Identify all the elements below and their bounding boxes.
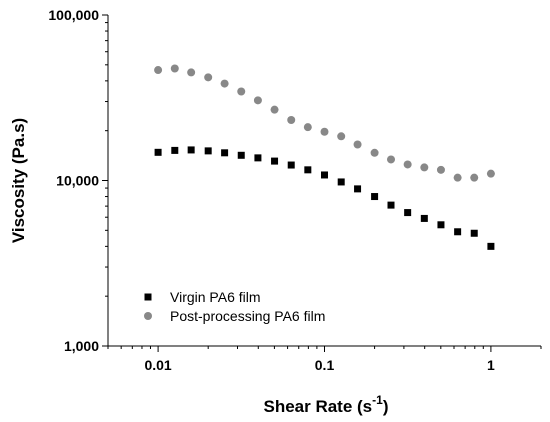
data-point-square [187,146,195,154]
data-point-circle [353,140,362,149]
y-tick-label: 1,000 [64,338,99,354]
data-point-circle [154,66,163,75]
data-point-square [237,151,245,159]
x-tick-label: 1 [487,357,495,373]
x-axis-title-main: Shear Rate (s [263,397,372,416]
data-point-square [221,149,229,157]
data-point-square [304,166,312,174]
y-tick-label: 10,000 [56,173,99,189]
x-axis-title: Shear Rate (s-1) [263,393,388,416]
data-point-square [404,209,412,217]
data-point-square [487,242,495,250]
x-tick-label: 0.01 [144,357,171,373]
data-point-square [454,228,462,236]
data-point-circle [287,116,296,125]
data-point-square [271,157,279,165]
x-axis-title-close: ) [383,397,389,416]
y-tick-label: 100,000 [48,7,99,23]
legend-label: Post-processing PA6 film [170,308,325,324]
series-2 [154,64,495,182]
data-point-circle [387,155,396,164]
data-point-square [154,148,162,156]
data-point-square [287,161,295,169]
data-marks [154,64,495,250]
data-point-circle [320,127,329,136]
x-axis-ticks: 0.01 0.1 1 [107,346,542,373]
legend-marker-circle [144,312,152,320]
series-1 [154,146,495,250]
data-point-square [470,229,478,237]
data-point-square [371,193,379,201]
legend-label: Virgin PA6 film [170,289,261,305]
data-point-circle [270,105,279,114]
legend-marker-square [144,293,152,301]
data-point-square [321,171,328,179]
data-point-square [420,214,428,222]
data-point-circle [337,132,346,141]
data-point-circle [470,173,479,182]
data-point-square [387,201,395,209]
data-point-circle [253,96,262,105]
data-point-circle [436,165,445,174]
data-point-square [354,185,362,193]
x-tick-label: 0.1 [315,357,335,373]
x-axis-title-superscript: -1 [372,393,383,407]
data-point-circle [403,160,412,169]
y-axis-ticks: 1,000 10,000 100,000 [48,7,108,354]
data-point-circle [170,64,179,73]
data-point-circle [303,123,312,132]
data-point-square [437,221,445,229]
y-axis-title: Viscosity (Pa.s) [9,118,28,243]
data-point-circle [204,73,213,82]
data-point-circle [220,79,229,88]
data-point-square [204,147,212,155]
data-point-circle [486,169,495,178]
data-point-square [254,154,262,162]
data-point-circle [187,68,196,77]
data-point-circle [370,148,379,157]
data-point-circle [420,163,429,172]
data-point-square [171,146,179,154]
data-point-square [337,178,345,186]
data-point-circle [453,173,462,182]
legend: Virgin PA6 film Post-processing PA6 film [144,289,325,324]
data-point-circle [237,87,246,96]
